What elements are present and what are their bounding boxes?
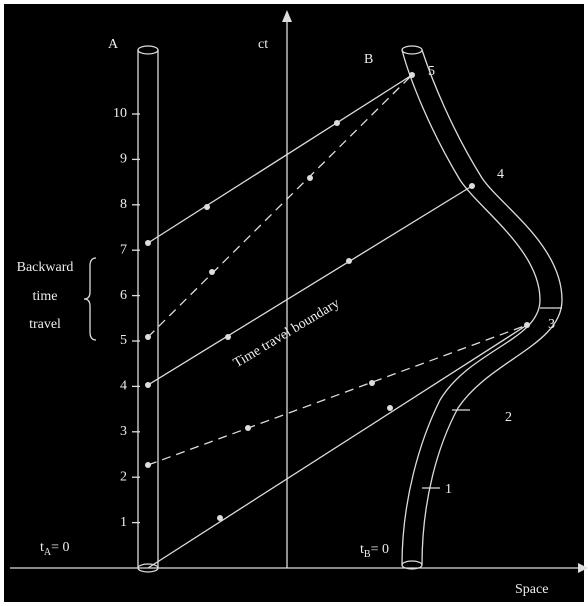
tick-label: 10: [113, 106, 127, 121]
label-ct: ct: [258, 37, 268, 52]
tick-label: 8: [120, 197, 127, 212]
diagram: A ct B Space Time travel boundary Backwa…: [0, 0, 588, 606]
tick-label: 7: [120, 242, 127, 257]
background: [4, 4, 584, 602]
tick-label: 5: [120, 333, 127, 348]
tick-label: 2: [505, 410, 512, 425]
tick-label: 5: [428, 64, 435, 79]
backward-label: time: [33, 289, 58, 304]
tick-label: 9: [120, 152, 127, 167]
backward-label: Backward: [17, 260, 74, 275]
tick-label: 1: [120, 515, 127, 530]
label-space: Space: [515, 582, 548, 597]
tick-label: 3: [120, 424, 127, 439]
tick-label: 4: [120, 379, 127, 394]
tick-label: 6: [120, 288, 127, 303]
tick-label: 3: [548, 317, 555, 332]
label-b: B: [364, 52, 373, 67]
tick-label: 1: [445, 482, 452, 497]
tick-label: 4: [497, 167, 504, 182]
label-a: A: [108, 37, 119, 52]
tick-label: 2: [120, 469, 127, 484]
backward-label: travel: [29, 317, 61, 332]
